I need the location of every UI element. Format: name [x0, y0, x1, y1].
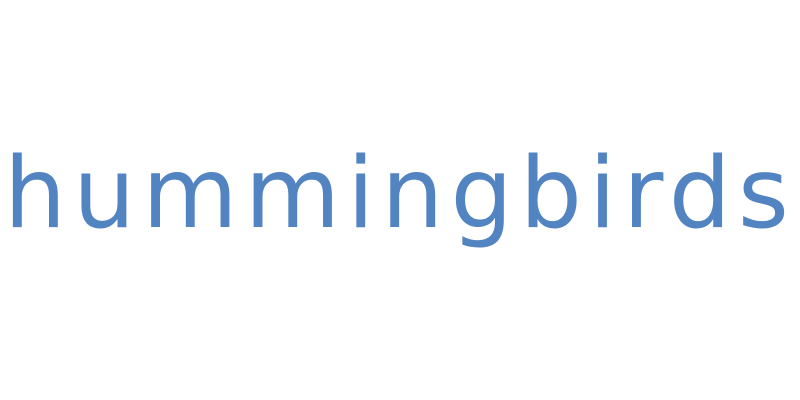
logo-wordmark: hummingbirds: [4, 137, 796, 251]
